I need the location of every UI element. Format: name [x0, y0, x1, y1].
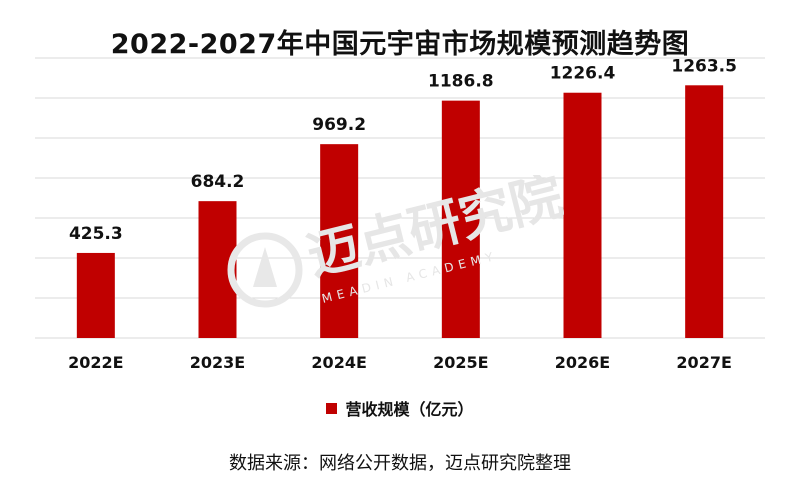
bar-chart: 425.3 2022E 684.2 2023E 969.2 2024E 1186.8 2025…	[35, 56, 765, 372]
bar	[76, 252, 115, 338]
bar	[320, 144, 359, 338]
x-tick-label: 2022E	[68, 353, 123, 372]
bar	[198, 201, 237, 338]
data-source-note: 数据来源：网络公开数据，迈点研究院整理	[229, 453, 571, 474]
x-tick-label: 2023E	[190, 353, 245, 372]
chart-legend: 营收规模（亿元）	[0, 396, 800, 420]
data-label: 1226.4	[550, 64, 616, 84]
x-tick-label: 2027E	[676, 353, 731, 372]
data-label: 425.3	[69, 224, 123, 244]
x-tick-label: 2026E	[555, 353, 610, 372]
data-label: 969.2	[312, 115, 366, 135]
legend-label: 营收规模（亿元）	[345, 400, 474, 419]
data-label: 1263.5	[671, 56, 737, 76]
data-label: 684.2	[191, 172, 245, 192]
x-tick-label: 2025E	[433, 353, 488, 372]
bar	[563, 92, 602, 338]
chart-title: 2022-2027年中国元宇宙市场规模预测趋势图	[110, 29, 690, 60]
data-label: 1186.8	[428, 72, 494, 92]
bar	[441, 100, 480, 338]
bar	[685, 85, 724, 338]
x-tick-label: 2024E	[311, 353, 366, 372]
legend-swatch	[326, 402, 338, 414]
